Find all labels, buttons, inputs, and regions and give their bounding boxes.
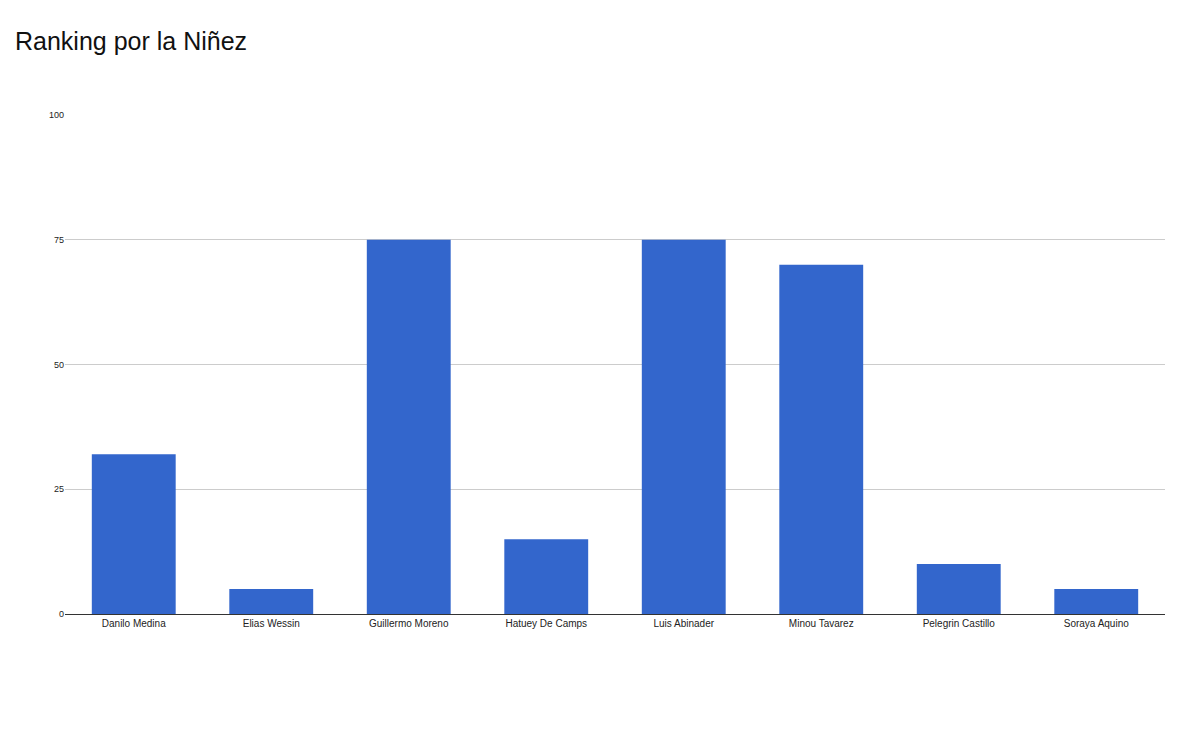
svg-text:Elias Wessin: Elias Wessin: [243, 618, 300, 629]
svg-text:75: 75: [54, 235, 64, 245]
svg-text:50: 50: [54, 360, 64, 370]
svg-text:Luis Abinader: Luis Abinader: [653, 618, 714, 629]
svg-text:Soraya Aquino: Soraya Aquino: [1064, 618, 1129, 629]
svg-text:0: 0: [59, 609, 64, 619]
svg-text:100: 100: [49, 110, 64, 120]
svg-text:Pelegrin Castillo: Pelegrin Castillo: [923, 618, 996, 629]
svg-text:Minou Tavarez: Minou Tavarez: [789, 618, 854, 629]
svg-text:Hatuey De Camps: Hatuey De Camps: [505, 618, 587, 629]
svg-text:Danilo Medina: Danilo Medina: [102, 618, 166, 629]
svg-text:Guillermo Moreno: Guillermo Moreno: [369, 618, 449, 629]
svg-text:Ranking por la Niñez: Ranking por la Niñez: [15, 27, 247, 55]
svg-text:25: 25: [54, 484, 64, 494]
